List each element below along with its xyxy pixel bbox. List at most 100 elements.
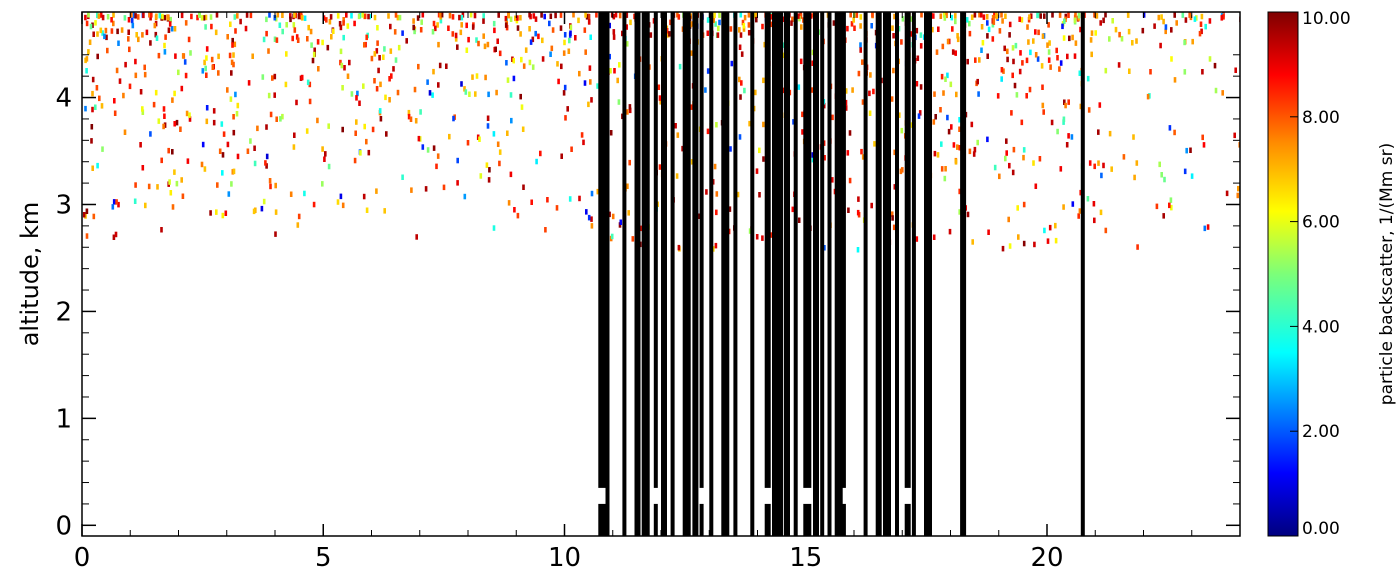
backscatter-cell <box>996 93 1000 99</box>
backscatter-cell <box>567 48 571 54</box>
backscatter-cell <box>910 16 913 22</box>
backscatter-cell <box>958 126 961 132</box>
backscatter-cell <box>1238 142 1240 148</box>
backscatter-cell <box>210 23 213 30</box>
backscatter-cell <box>279 116 282 122</box>
backscatter-cell <box>339 193 343 200</box>
backscatter-cell <box>1204 23 1207 30</box>
backscatter-cell <box>313 47 316 53</box>
backscatter-cell <box>868 90 871 97</box>
backscatter-cell <box>328 19 332 25</box>
backscatter-cell <box>1078 208 1082 214</box>
backscatter-cell <box>560 63 563 70</box>
backscatter-cell <box>510 117 513 124</box>
backscatter-cell <box>1065 142 1069 148</box>
backscatter-cell <box>1093 217 1096 224</box>
backscatter-cell <box>739 12 743 18</box>
backscatter-cell <box>791 16 794 22</box>
backscatter-cell <box>91 76 95 83</box>
backscatter-cell <box>971 239 974 245</box>
backscatter-cell <box>465 22 468 29</box>
backscatter-cell <box>296 222 300 228</box>
backscatter-cell <box>859 14 863 20</box>
backscatter-cell <box>112 199 116 205</box>
backscatter-cell <box>244 25 248 32</box>
backscatter-cell <box>190 13 193 20</box>
backscatter-cell <box>167 147 170 154</box>
backscatter-cell <box>619 219 623 225</box>
backscatter-cell <box>504 15 508 22</box>
backscatter-cell <box>492 225 496 231</box>
backscatter-cell <box>373 51 377 57</box>
backscatter-cell <box>944 76 947 82</box>
backscatter-cell <box>730 60 734 67</box>
backscatter-cell <box>769 232 773 238</box>
backscatter-cell <box>397 44 401 51</box>
backscatter-cell <box>782 42 785 48</box>
backscatter-cell <box>89 23 93 30</box>
backscatter-cell <box>350 13 353 19</box>
backscatter-cell <box>551 27 555 33</box>
backscatter-cell <box>669 19 672 26</box>
backscatter-cell <box>743 14 747 21</box>
backscatter-cell <box>1020 17 1024 23</box>
backscatter-cell <box>528 59 532 66</box>
backscatter-cell <box>359 150 362 156</box>
backscatter-cell <box>566 106 569 112</box>
backscatter-cell <box>410 187 413 193</box>
backscatter-cell <box>955 91 958 98</box>
backscatter-cell <box>229 21 232 27</box>
backscatter-cell <box>992 19 996 25</box>
backscatter-cell <box>609 68 612 74</box>
backscatter-cell <box>291 35 294 42</box>
x-tick-label: 5 <box>315 543 332 573</box>
backscatter-cell <box>419 109 422 115</box>
backscatter-cell <box>1111 18 1114 24</box>
backscatter-cell <box>956 144 959 150</box>
backscatter-cell <box>563 32 567 38</box>
backscatter-cell <box>163 122 167 128</box>
backscatter-cell <box>549 13 553 19</box>
backscatter-cell <box>267 92 271 99</box>
backscatter-cell <box>365 138 368 145</box>
backscatter-cell <box>471 24 475 30</box>
colorbar-tick-label: 4.00 <box>1302 317 1340 337</box>
backscatter-cell <box>1200 28 1203 35</box>
masked-column <box>803 503 812 536</box>
backscatter-cell <box>657 84 661 90</box>
backscatter-cell <box>461 12 465 18</box>
backscatter-cell <box>170 26 174 32</box>
backscatter-cell <box>621 30 624 37</box>
backscatter-cell <box>1088 160 1092 166</box>
backscatter-cell <box>90 138 93 144</box>
backscatter-cell <box>296 37 300 43</box>
backscatter-cell <box>718 12 721 18</box>
backscatter-cell <box>563 39 566 46</box>
backscatter-cell <box>137 36 140 43</box>
backscatter-cell <box>986 136 989 143</box>
masked-column <box>721 12 730 536</box>
backscatter-cell <box>166 14 169 20</box>
backscatter-cell <box>966 211 970 218</box>
backscatter-cell <box>336 13 340 19</box>
backscatter-cell <box>173 90 176 97</box>
backscatter-cell <box>954 18 957 25</box>
backscatter-cell <box>981 40 985 46</box>
masked-column <box>641 12 650 536</box>
backscatter-cell <box>729 26 733 32</box>
backscatter-cell <box>1059 166 1063 172</box>
backscatter-cell <box>1025 57 1029 64</box>
backscatter-cell <box>1051 12 1054 18</box>
backscatter-cell <box>546 197 549 203</box>
backscatter-cell <box>668 31 671 37</box>
backscatter-cell <box>531 64 535 70</box>
backscatter-cell <box>205 46 209 52</box>
y-tick-label: 3 <box>55 190 72 220</box>
colorbar-title: particle backscatter, 1/(Mm sr) <box>1377 143 1397 405</box>
backscatter-cell <box>755 234 759 240</box>
backscatter-cell <box>973 146 977 153</box>
backscatter-cell <box>177 69 180 76</box>
backscatter-cell <box>589 34 592 40</box>
backscatter-cell <box>537 33 540 40</box>
backscatter-cell <box>893 13 896 20</box>
